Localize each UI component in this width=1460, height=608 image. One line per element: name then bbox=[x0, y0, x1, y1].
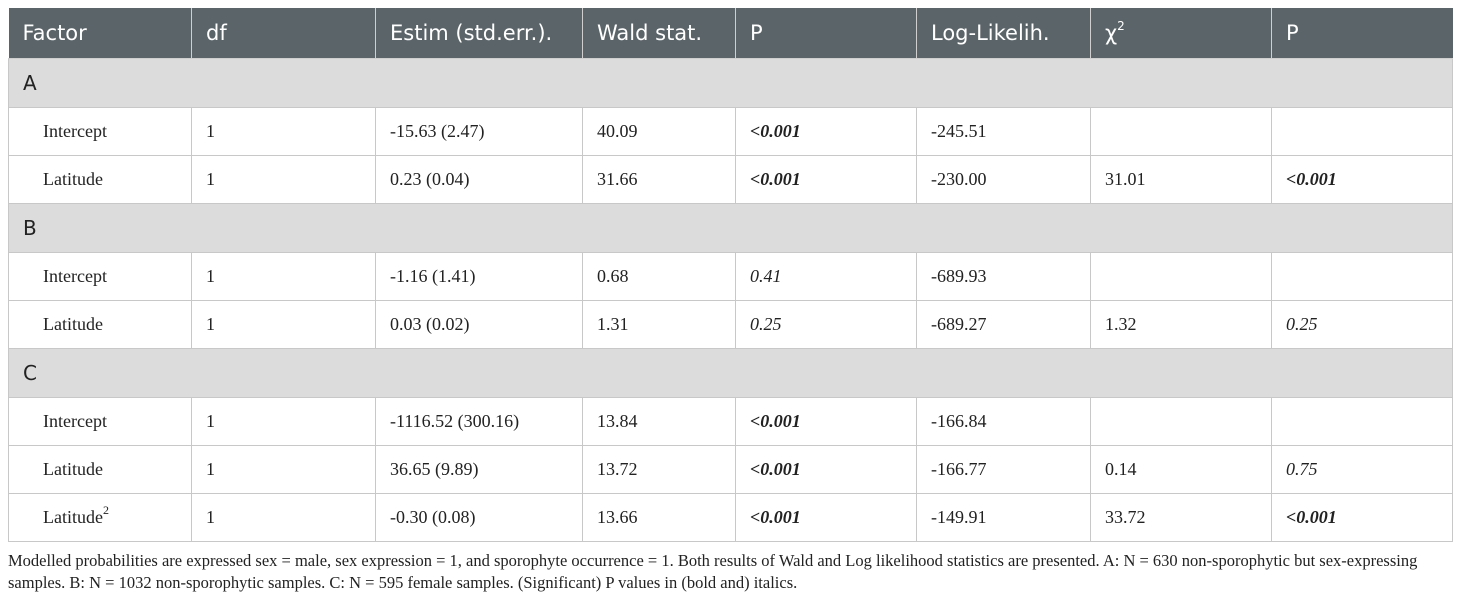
table-row: Latitude 1 0.03 (0.02) 1.31 0.25 -689.27 1.32 0… bbox=[8, 300, 1453, 349]
cell-df: 1 bbox=[191, 300, 376, 349]
header-estim: Estim (std.err.). bbox=[375, 8, 583, 59]
factor-text: Latitude bbox=[43, 169, 103, 189]
table-row: Intercept 1 -15.63 (2.47) 40.09 <0.001 -245.5… bbox=[8, 107, 1453, 156]
table-row: Latitude2 1 -0.30 (0.08) 13.66 <0.001 -149.91… bbox=[8, 493, 1453, 542]
cell-df: 1 bbox=[191, 493, 376, 542]
table-row: Intercept 1 -1116.52 (300.16) 13.84 <0.001 -1… bbox=[8, 397, 1453, 446]
cell-factor: Intercept bbox=[8, 252, 192, 301]
cell-df: 1 bbox=[191, 155, 376, 204]
cell-df: 1 bbox=[191, 445, 376, 494]
header-chi-superscript: 2 bbox=[1117, 19, 1125, 33]
cell-factor: Intercept bbox=[8, 397, 192, 446]
table-row: Latitude 1 36.65 (9.89) 13.72 <0.001 -166.77 0… bbox=[8, 445, 1453, 494]
cell-df: 1 bbox=[191, 397, 376, 446]
header-p2: P bbox=[1271, 8, 1453, 59]
cell-df: 1 bbox=[191, 107, 376, 156]
header-wald: Wald stat. bbox=[582, 8, 736, 59]
cell-loglik: -245.51 bbox=[916, 107, 1091, 156]
cell-chi2: 0.14 bbox=[1090, 445, 1272, 494]
cell-p2 bbox=[1271, 397, 1453, 446]
cell-estim: -1.16 (1.41) bbox=[375, 252, 583, 301]
factor-text: Intercept bbox=[43, 411, 107, 431]
cell-factor: Intercept bbox=[8, 107, 192, 156]
cell-df: 1 bbox=[191, 252, 376, 301]
cell-estim: -0.30 (0.08) bbox=[375, 493, 583, 542]
cell-wald: 1.31 bbox=[582, 300, 736, 349]
table-caption: Modelled probabilities are expressed sex… bbox=[8, 551, 1418, 592]
cell-wald: 40.09 bbox=[582, 107, 736, 156]
header-chi-symbol: χ bbox=[1105, 21, 1118, 45]
cell-estim: -1116.52 (300.16) bbox=[375, 397, 583, 446]
cell-chi2: 1.32 bbox=[1090, 300, 1272, 349]
table-row: Intercept 1 -1.16 (1.41) 0.68 0.41 -689.93 bbox=[8, 252, 1453, 301]
cell-p: 0.25 bbox=[735, 300, 917, 349]
cell-loglik: -166.84 bbox=[916, 397, 1091, 446]
cell-p2 bbox=[1271, 252, 1453, 301]
cell-wald: 13.84 bbox=[582, 397, 736, 446]
cell-p: <0.001 bbox=[735, 493, 917, 542]
table-container: Factor df Estim (std.err.). Wald stat. P… bbox=[8, 8, 1453, 594]
cell-p: <0.001 bbox=[735, 155, 917, 204]
factor-text: Latitude bbox=[43, 507, 103, 527]
cell-chi2 bbox=[1090, 397, 1272, 446]
cell-factor: Latitude bbox=[8, 445, 192, 494]
table-body: A Intercept 1 -15.63 (2.47) 40.09 <0.001 -245.… bbox=[8, 58, 1453, 542]
cell-p: 0.41 bbox=[735, 252, 917, 301]
cell-factor: Latitude2 bbox=[8, 493, 192, 542]
cell-p2: 0.75 bbox=[1271, 445, 1453, 494]
cell-p2: <0.001 bbox=[1271, 493, 1453, 542]
results-table: Factor df Estim (std.err.). Wald stat. P… bbox=[8, 8, 1453, 542]
section-label: C bbox=[8, 348, 1453, 398]
cell-p: <0.001 bbox=[735, 397, 917, 446]
section-row: B bbox=[8, 203, 1453, 253]
cell-chi2: 33.72 bbox=[1090, 493, 1272, 542]
cell-p: <0.001 bbox=[735, 445, 917, 494]
cell-loglik: -230.00 bbox=[916, 155, 1091, 204]
cell-estim: 0.03 (0.02) bbox=[375, 300, 583, 349]
cell-p2: 0.25 bbox=[1271, 300, 1453, 349]
cell-wald: 13.66 bbox=[582, 493, 736, 542]
cell-p: <0.001 bbox=[735, 107, 917, 156]
cell-estim: 0.23 (0.04) bbox=[375, 155, 583, 204]
header-factor: Factor bbox=[8, 8, 192, 59]
section-row: C bbox=[8, 348, 1453, 398]
cell-estim: 36.65 (9.89) bbox=[375, 445, 583, 494]
section-row: A bbox=[8, 58, 1453, 108]
factor-text: Latitude bbox=[43, 314, 103, 334]
cell-chi2 bbox=[1090, 252, 1272, 301]
factor-text: Latitude bbox=[43, 459, 103, 479]
cell-wald: 0.68 bbox=[582, 252, 736, 301]
cell-estim: -15.63 (2.47) bbox=[375, 107, 583, 156]
cell-loglik: -166.77 bbox=[916, 445, 1091, 494]
header-df: df bbox=[191, 8, 376, 59]
header-row: Factor df Estim (std.err.). Wald stat. P… bbox=[8, 8, 1453, 59]
cell-chi2 bbox=[1090, 107, 1272, 156]
cell-factor: Latitude bbox=[8, 155, 192, 204]
factor-text: Intercept bbox=[43, 266, 107, 286]
cell-loglik: -689.27 bbox=[916, 300, 1091, 349]
header-chi2: χ2 bbox=[1090, 8, 1272, 59]
factor-text: Intercept bbox=[43, 121, 107, 141]
cell-loglik: -689.93 bbox=[916, 252, 1091, 301]
cell-p2: <0.001 bbox=[1271, 155, 1453, 204]
section-label: B bbox=[8, 203, 1453, 253]
cell-loglik: -149.91 bbox=[916, 493, 1091, 542]
section-label: A bbox=[8, 58, 1453, 108]
cell-wald: 13.72 bbox=[582, 445, 736, 494]
header-p: P bbox=[735, 8, 917, 59]
cell-wald: 31.66 bbox=[582, 155, 736, 204]
header-loglik: Log-Likelih. bbox=[916, 8, 1091, 59]
cell-p2 bbox=[1271, 107, 1453, 156]
cell-factor: Latitude bbox=[8, 300, 192, 349]
table-row: Latitude 1 0.23 (0.04) 31.66 <0.001 -230.00 31… bbox=[8, 155, 1453, 204]
factor-superscript: 2 bbox=[102, 503, 109, 517]
cell-chi2: 31.01 bbox=[1090, 155, 1272, 204]
